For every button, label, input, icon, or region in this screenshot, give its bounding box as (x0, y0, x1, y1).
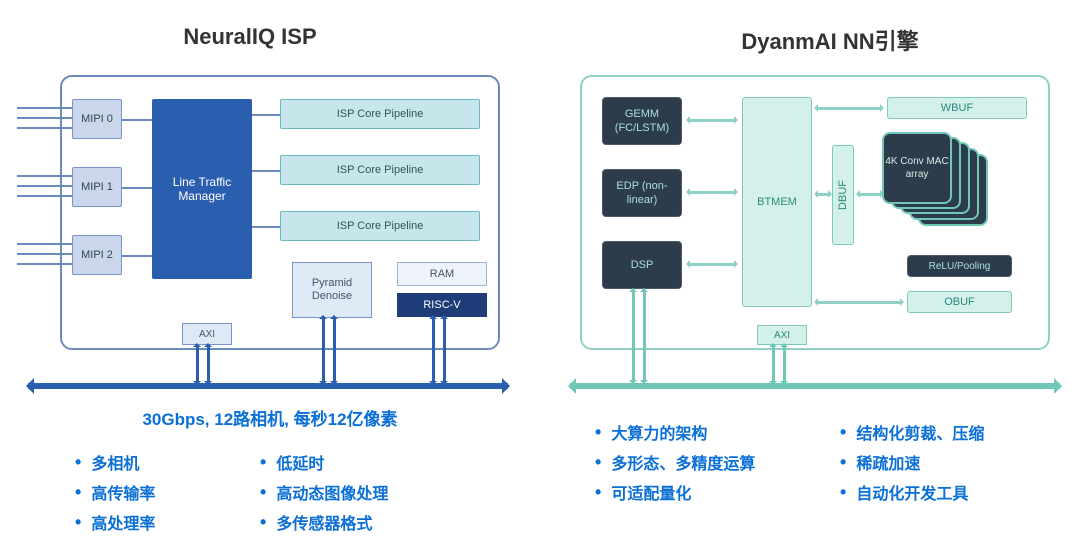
input-line (17, 175, 72, 177)
relu-block: ReLU/Pooling (907, 255, 1012, 277)
neuraliq-diagram: MIPI 0 MIPI 1 MIPI 2 Line Traffic Manage… (60, 75, 500, 350)
neuraliq-subtitle: 30Gbps, 12路相机, 每秒12亿像素 (60, 405, 480, 430)
bullet: 多传感器格式 (260, 510, 388, 534)
mipi-2-block: MIPI 2 (72, 235, 122, 275)
bullet: 大算力的架构 (595, 420, 755, 444)
conn-arrow (688, 191, 736, 194)
line-traffic-manager-block: Line Traffic Manager (152, 99, 252, 279)
conn-line (122, 255, 152, 257)
conv-card-front: 4K Conv MAC array (882, 132, 952, 204)
bus-conn (432, 317, 446, 383)
neuraliq-title: NeuralIQ ISP (0, 24, 500, 50)
wbuf-block: WBUF (887, 97, 1027, 119)
conn-arrow (688, 263, 736, 266)
bus-conn (632, 290, 646, 382)
left-bullets-col2: 低延时 高动态图像处理 多传感器格式 (260, 450, 388, 540)
bullet: 自动化开发工具 (840, 480, 984, 504)
input-line (17, 185, 72, 187)
conn-arrow (816, 107, 882, 110)
bus-conn (322, 317, 336, 383)
btmem-block: BTMEM (742, 97, 812, 307)
input-line (17, 107, 72, 109)
neuraliq-section: NeuralIQ ISP MIPI 0 MIPI 1 MIPI 2 Line T… (0, 0, 540, 554)
ram-block: RAM (397, 262, 487, 286)
conn-arrow (816, 193, 830, 196)
bullet: 多形态、多精度运算 (595, 450, 755, 474)
conn-arrow (858, 193, 882, 196)
left-bullets-col1: 多相机 高传输率 高处理率 (75, 450, 155, 540)
input-line (17, 195, 72, 197)
right-bullets-col1: 大算力的架构 多形态、多精度运算 可适配量化 (595, 420, 755, 510)
conn-line (252, 114, 280, 116)
edp-block: EDP (non-linear) (602, 169, 682, 217)
mipi-1-block: MIPI 1 (72, 167, 122, 207)
conn-line (252, 170, 280, 172)
right-bullets-col2: 结构化剪裁、压缩 稀疏加速 自动化开发工具 (840, 420, 984, 510)
conv-stack: 4K Conv MAC array (882, 132, 992, 232)
bullet: 高动态图像处理 (260, 480, 388, 504)
dbuf-label: DBUF (837, 180, 849, 210)
input-line (17, 263, 72, 265)
bullet: 多相机 (75, 450, 155, 474)
input-line (17, 127, 72, 129)
pyramid-denoise-block: Pyramid Denoise (292, 262, 372, 318)
bullet: 低延时 (260, 450, 388, 474)
input-line (17, 243, 72, 245)
bullet: 高传输率 (75, 480, 155, 504)
dsp-block: DSP (602, 241, 682, 289)
bullet: 高处理率 (75, 510, 155, 534)
conn-line (122, 119, 152, 121)
conn-arrow (688, 119, 736, 122)
isp-core-2: ISP Core Pipeline (280, 211, 480, 241)
conn-arrow (816, 301, 902, 304)
input-line (17, 253, 72, 255)
bullet: 可适配量化 (595, 480, 755, 504)
conn-line (122, 187, 152, 189)
gemm-block: GEMM (FC/LSTM) (602, 97, 682, 145)
conn-line (252, 226, 280, 228)
dyanmai-diagram: GEMM (FC/LSTM) EDP (non-linear) DSP BTME… (580, 75, 1050, 350)
dyanmai-title: DyanmAI NN引擎 (580, 24, 1080, 56)
bullet: 稀疏加速 (840, 450, 984, 474)
isp-core-1: ISP Core Pipeline (280, 155, 480, 185)
bus-conn (196, 345, 210, 383)
obuf-block: OBUF (907, 291, 1012, 313)
bus-conn (772, 345, 786, 383)
bullet: 结构化剪裁、压缩 (840, 420, 984, 444)
isp-core-0: ISP Core Pipeline (280, 99, 480, 129)
input-line (17, 117, 72, 119)
dyanmai-section: DyanmAI NN引擎 GEMM (FC/LSTM) EDP (non-lin… (540, 0, 1080, 554)
mipi-0-block: MIPI 0 (72, 99, 122, 139)
